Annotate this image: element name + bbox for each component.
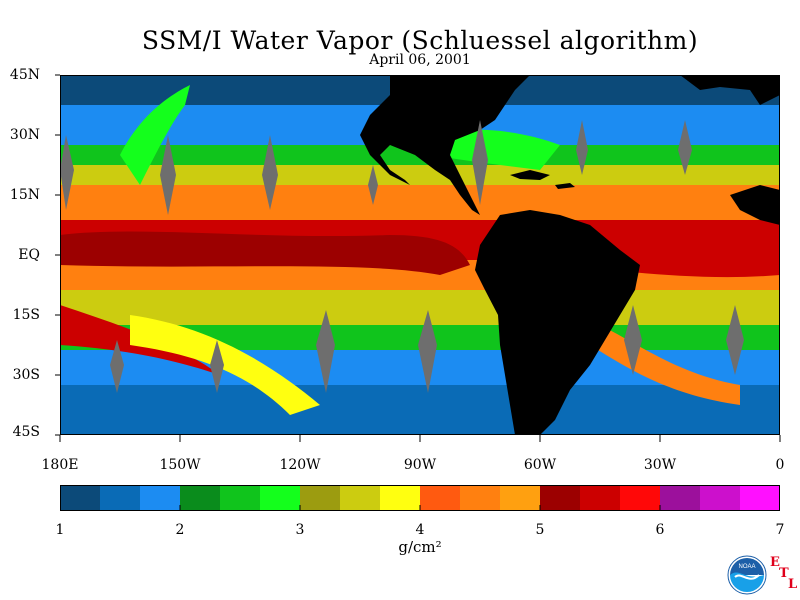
lat-label-45n: 45N <box>9 67 40 83</box>
colorbar-segment <box>220 485 261 511</box>
land-africa <box>730 185 780 225</box>
land-europe <box>680 75 780 105</box>
vapor-band-south-dark <box>60 385 780 435</box>
colorbar-segment <box>700 485 741 511</box>
no-data-gap <box>262 135 278 210</box>
noaa-logo-icon: NOAA <box>727 555 767 595</box>
colorbar-segment <box>540 485 581 511</box>
colorbar-label-4: 4 <box>415 522 425 538</box>
lat-label-15n: 15N <box>9 187 40 203</box>
land-south-america <box>475 210 640 435</box>
colorbar-segment <box>100 485 141 511</box>
colorbar-label-7: 7 <box>775 522 785 538</box>
lat-label-15s: 15S <box>12 307 40 323</box>
no-data-gap <box>160 135 176 215</box>
colorbar-segment <box>180 485 221 511</box>
no-data-gap <box>368 165 378 205</box>
colorbar-segment <box>740 485 780 511</box>
vapor-feature-spcz <box>130 315 320 415</box>
no-data-gap <box>576 120 588 175</box>
water-vapor-map <box>60 75 780 435</box>
colorbar-segment <box>460 485 501 511</box>
lat-label-30n: 30N <box>9 127 40 143</box>
lon-label-120w: 120W <box>279 457 321 473</box>
lat-label-30s: 30S <box>12 367 40 383</box>
no-data-gap <box>678 120 692 175</box>
no-data-gap <box>110 340 124 393</box>
noaa-logo-text: NOAA <box>738 564 755 570</box>
etl-letter-e: E <box>770 555 780 570</box>
lon-label-90w: 90W <box>403 457 437 473</box>
lon-label-0: 0 <box>775 457 785 473</box>
lat-label-eq: EQ <box>18 247 40 263</box>
colorbar-label-2: 2 <box>175 522 185 538</box>
map-border <box>60 75 780 435</box>
colorbar-segment <box>60 485 101 511</box>
colorbar-label-5: 5 <box>535 522 545 538</box>
lon-label-180e: 180E <box>41 457 79 473</box>
vapor-band-south-yellow <box>60 290 780 330</box>
colorbar-segment <box>340 485 381 511</box>
colorbar-label-1: 1 <box>55 522 65 538</box>
etl-letter-t: T <box>779 566 789 581</box>
lon-label-30w: 30W <box>643 457 677 473</box>
lon-label-60w: 60W <box>523 457 557 473</box>
vapor-band-north-orange <box>60 185 780 225</box>
no-data-gap <box>418 310 437 393</box>
colorbar-segment <box>140 485 181 511</box>
map-date: April 06, 2001 <box>369 52 471 68</box>
colorbar-label-3: 3 <box>295 522 305 538</box>
vapor-feature-atlantic-itcz <box>600 235 780 278</box>
colorbar-segment <box>300 485 341 511</box>
colorbar-segment <box>620 485 661 511</box>
vapor-feature-atmospheric-river <box>120 85 190 185</box>
colorbar-label-6: 6 <box>655 522 665 538</box>
land-hispaniola <box>555 183 575 189</box>
colorbar-segment <box>500 485 541 511</box>
no-data-gap <box>624 305 642 375</box>
colorbar-units: g/cm² <box>398 538 442 556</box>
land-cuba <box>510 170 550 180</box>
lon-label-150w: 150W <box>159 457 201 473</box>
colorbar-segment <box>660 485 701 511</box>
no-data-gap <box>210 340 224 393</box>
colorbar-segment <box>260 485 301 511</box>
colorbar <box>60 485 780 511</box>
map-canvas <box>60 75 780 435</box>
colorbar-segment <box>420 485 461 511</box>
vapor-feature-itcz-core <box>60 231 470 275</box>
lat-label-45s: 45S <box>12 424 40 440</box>
no-data-gap <box>60 135 74 210</box>
vapor-feature-caribbean <box>430 129 560 170</box>
no-data-gap <box>472 120 488 205</box>
no-data-gap <box>316 310 335 393</box>
colorbar-segment <box>380 485 421 511</box>
no-data-gap <box>726 305 744 375</box>
land-north-america <box>285 75 530 215</box>
map-title: SSM/I Water Vapor (Schluessel algorithm) <box>141 26 699 55</box>
etl-letter-l: L <box>788 577 798 592</box>
colorbar-segment <box>580 485 621 511</box>
